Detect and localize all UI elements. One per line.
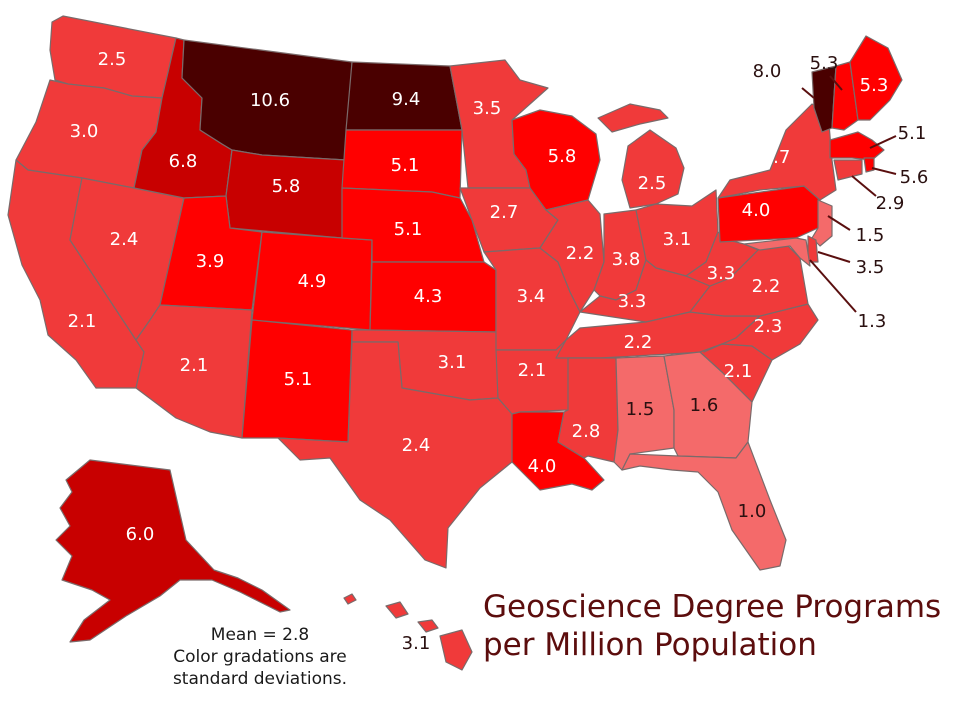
value-label-in: 3.8 [612, 249, 641, 270]
value-label-la: 4.0 [528, 456, 557, 477]
value-label-ky: 3.3 [618, 291, 647, 312]
value-label-va: 2.2 [752, 276, 781, 297]
value-label-mn: 3.5 [473, 98, 502, 119]
state-la [511, 411, 605, 491]
leader-md [809, 259, 857, 313]
value-label-wi: 5.8 [548, 146, 577, 167]
value-label-wv: 3.3 [707, 263, 736, 284]
state-ct [833, 159, 863, 181]
state-ma [829, 131, 885, 161]
value-label-oh: 3.1 [663, 229, 692, 250]
state-ri [863, 157, 875, 173]
value-label-or: 3.0 [70, 121, 99, 142]
state-me [849, 35, 903, 121]
value-label-az: 2.1 [180, 355, 209, 376]
value-label-ct: 2.9 [876, 193, 905, 214]
leader-ri [871, 167, 897, 175]
value-label-de: 3.5 [856, 257, 885, 278]
value-label-ne: 5.1 [394, 219, 423, 240]
value-label-pa: 4.0 [742, 200, 771, 221]
value-label-sd: 5.1 [391, 155, 420, 176]
value-label-tx: 2.4 [402, 435, 431, 456]
value-label-ut: 3.9 [196, 251, 225, 272]
value-label-ok: 3.1 [438, 352, 467, 373]
value-label-nv: 2.4 [110, 229, 139, 250]
value-label-sc: 2.1 [724, 361, 753, 382]
leader-vt [801, 87, 815, 99]
states-layer [7, 15, 903, 671]
map-title-line1: Geoscience Degree Programs [483, 589, 942, 625]
value-label-tn: 2.2 [624, 332, 653, 353]
value-label-ak: 6.0 [126, 524, 155, 545]
state-tx [277, 341, 513, 569]
value-label-ar: 2.1 [518, 360, 547, 381]
callout-leaders [801, 75, 897, 313]
leader-nh [829, 75, 843, 91]
value-label-wy: 5.8 [272, 176, 301, 197]
value-label-il: 2.2 [566, 243, 595, 264]
map-note: Mean = 2.8 Color gradations are standard… [130, 624, 390, 690]
value-label-nd: 9.4 [392, 89, 421, 110]
value-label-al: 1.5 [626, 399, 655, 420]
value-label-nh: 5.3 [810, 53, 839, 74]
value-label-ga: 1.6 [690, 395, 719, 416]
state-md [743, 237, 811, 267]
value-label-md: 1.3 [858, 311, 887, 332]
value-label-ri: 5.6 [900, 167, 929, 188]
value-label-co: 4.9 [298, 271, 327, 292]
value-label-id: 6.8 [169, 151, 198, 172]
value-label-nc: 2.3 [754, 316, 783, 337]
state-nc [703, 303, 819, 361]
value-label-ms: 2.8 [572, 421, 601, 442]
value-label-me: 5.3 [860, 75, 889, 96]
value-label-mo: 3.4 [517, 286, 546, 307]
value-labels: 2.5 3.0 2.1 2.4 6.8 10.6 5.8 3.9 2.1 4.9 5.1 9.4 5.1… [68, 49, 929, 654]
gradation-note-line2: standard deviations. [172, 669, 348, 689]
state-de [807, 235, 819, 263]
value-label-ca: 2.1 [68, 311, 97, 332]
value-label-mt: 10.6 [250, 90, 290, 111]
state-ny [717, 103, 837, 201]
value-label-ny: 3.7 [762, 147, 791, 168]
leader-ct [851, 175, 877, 197]
map-title: Geoscience Degree Programs per Million P… [483, 588, 941, 664]
gradation-note-line1: Color gradations are [173, 647, 347, 667]
state-fl [621, 441, 787, 571]
value-label-ks: 4.3 [414, 286, 443, 307]
value-label-ma: 5.1 [898, 123, 927, 144]
mean-note: Mean = 2.8 [210, 625, 310, 645]
value-label-nm: 5.1 [284, 369, 313, 390]
value-label-fl: 1.0 [738, 501, 767, 522]
state-mi [597, 103, 685, 209]
value-label-hi: 3.1 [402, 633, 431, 654]
value-label-ia: 2.7 [490, 202, 519, 223]
state-ak [55, 459, 291, 643]
value-label-mi: 2.5 [638, 173, 667, 194]
leader-nj [827, 215, 851, 231]
state-hi [343, 593, 473, 671]
value-label-vt: 8.0 [753, 61, 782, 82]
value-label-wa: 2.5 [98, 49, 127, 70]
leader-de [817, 251, 851, 263]
state-nj [811, 199, 833, 247]
map-title-line2: per Million Population [483, 627, 817, 663]
value-label-nj: 1.5 [856, 225, 885, 246]
leader-ma [869, 135, 897, 149]
